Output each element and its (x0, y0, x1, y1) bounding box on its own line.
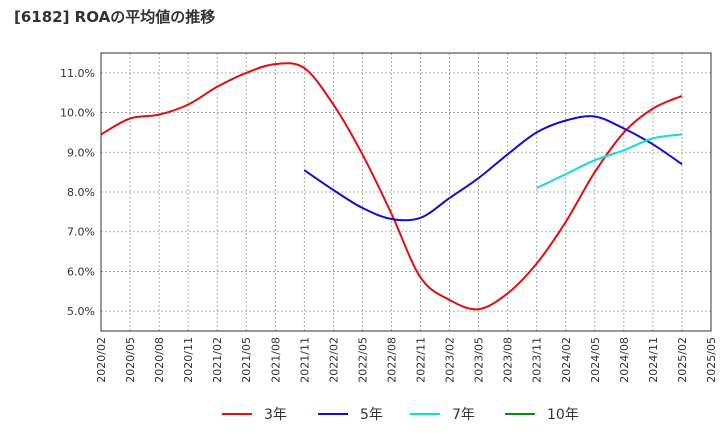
x-tick-label: 2025/05 (705, 337, 718, 383)
legend: 3年 5年 7年 10年 (222, 407, 579, 423)
legend-label: 3年 (264, 407, 287, 423)
x-tick-label: 2020/02 (95, 337, 108, 383)
series-line-5年 (303, 115, 683, 222)
series-line-7年 (536, 133, 683, 189)
x-tick-label: 2024/02 (560, 337, 573, 383)
legend-label: 7年 (452, 407, 475, 423)
x-tick-label: 2020/05 (124, 337, 137, 383)
x-tick-label: 2023/05 (473, 337, 486, 383)
y-tick-label: 11.0% (60, 67, 95, 80)
x-tick-labels: 2020/02 2020/05 2020/08 2020/11 2021/02 2021/… (95, 337, 718, 383)
x-tick-label: 2021/05 (240, 337, 253, 383)
series-lines (100, 62, 683, 311)
y-tick-label: 9.0% (67, 146, 95, 159)
grid-lines (100, 53, 712, 331)
y-tick-label: 6.0% (67, 265, 95, 278)
x-tick-label: 2020/08 (153, 337, 166, 383)
x-tick-label: 2022/08 (385, 337, 398, 383)
x-tick-label: 2024/05 (589, 337, 602, 383)
y-tick-label: 7.0% (67, 226, 95, 239)
x-tick-label: 2024/08 (618, 337, 631, 383)
x-tick-label: 2022/05 (356, 337, 369, 383)
chart-title: [6182] ROAの平均値の推移 (14, 8, 216, 26)
x-tick-label: 2020/11 (182, 337, 195, 383)
plot-frame (100, 52, 712, 332)
legend-label: 5年 (360, 407, 383, 423)
y-tick-label: 5.0% (67, 305, 95, 318)
x-tick-label: 2021/11 (298, 337, 311, 383)
x-tick-label: 2022/11 (415, 337, 428, 383)
legend-label: 10年 (547, 407, 579, 423)
x-tick-label: 2021/02 (211, 337, 224, 383)
series-line-3年 (100, 62, 683, 311)
x-tick-label: 2021/08 (269, 337, 282, 383)
x-tick-label: 2023/02 (444, 337, 457, 383)
y-tick-labels: 5.0% 6.0% 7.0% 8.0% 9.0% 10.0% 11.0% (60, 67, 95, 318)
y-tick-label: 8.0% (67, 186, 95, 199)
x-tick-label: 2024/11 (647, 337, 660, 383)
x-tick-label: 2022/02 (327, 337, 340, 383)
x-tick-label: 2023/11 (531, 337, 544, 383)
y-tick-label: 10.0% (60, 107, 95, 120)
x-tick-label: 2025/02 (676, 337, 689, 383)
x-tick-label: 2023/08 (502, 337, 515, 383)
